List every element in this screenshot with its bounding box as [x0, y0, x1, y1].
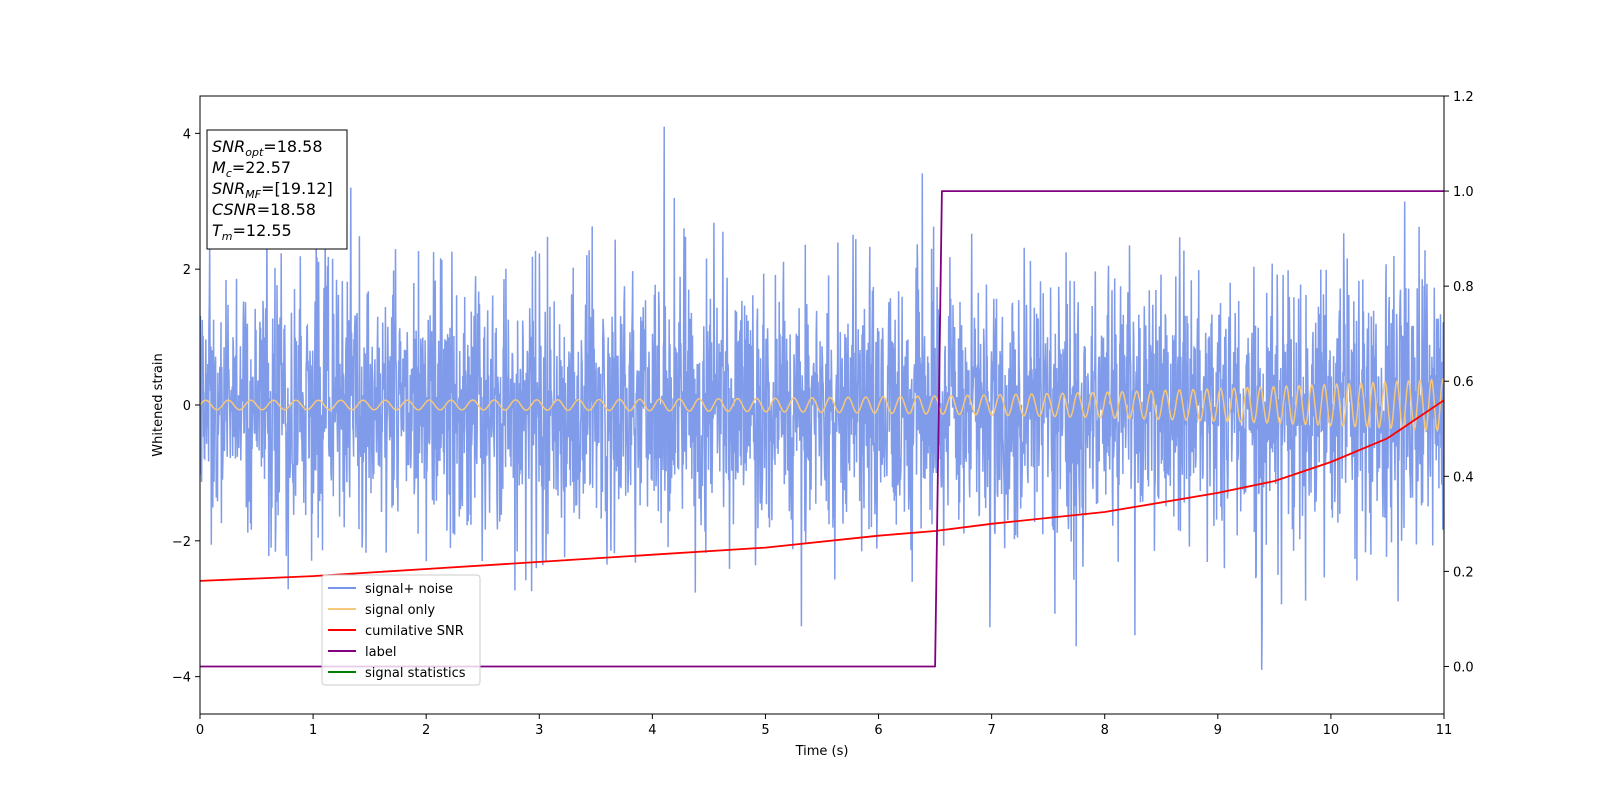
x-tick-label: 6 [874, 723, 882, 738]
legend-label: signal only [365, 603, 435, 618]
series-label [200, 190, 1444, 668]
legend-label: signal+ noise [365, 582, 453, 597]
x-tick-label: 3 [535, 723, 543, 738]
x-tick-label: 4 [648, 723, 656, 738]
info-box-line: Tm=12.55 [212, 221, 292, 243]
y-right-tick-label: 1.0 [1453, 185, 1474, 200]
x-tick-label: 0 [196, 723, 204, 738]
y-right-tick-label: 0.0 [1453, 660, 1474, 675]
y-right-tick-label: 0.8 [1453, 280, 1474, 295]
y-left-tick-label: 2 [183, 263, 191, 278]
y-right-tick-label: 1.2 [1453, 90, 1474, 105]
x-axis-label: Time (s) [795, 744, 849, 759]
x-tick-label: 5 [761, 723, 769, 738]
info-box-line: CSNR=18.58 [212, 200, 316, 219]
legend-label: label [365, 645, 396, 660]
series-cumilative-snr [200, 399, 1444, 582]
info-box-line: Mc=22.57 [212, 158, 291, 180]
plot-area [200, 126, 1444, 670]
x-tick-label: 8 [1101, 723, 1109, 738]
series-signal-only [200, 377, 1444, 433]
legend-frame [321, 574, 481, 686]
x-tick-label: 1 [309, 723, 317, 738]
x-tick-label: 11 [1436, 723, 1453, 738]
y-right-tick-label: 0.4 [1453, 470, 1474, 485]
info-box-line: SNRMF=[19.12] [212, 179, 333, 201]
y-left-tick-label: 0 [183, 399, 191, 414]
legend-label: cumilative SNR [365, 624, 464, 639]
legend: signal+ noise signal only cumilative SNR la… [321, 574, 481, 686]
y-left-tick-label: −4 [172, 671, 191, 686]
y-axis-label: Whitened strain [151, 353, 166, 456]
info-box-frame [206, 129, 348, 250]
x-tick-label: 2 [422, 723, 430, 738]
x-tick-label: 9 [1214, 723, 1222, 738]
x-tick-label: 10 [1323, 723, 1340, 738]
y-left-tick-label: −2 [172, 535, 191, 550]
info-box: SNRopt=18.58Mc=22.57SNRMF=[19.12]CSNR=18… [206, 129, 348, 250]
legend-label: signal statistics [365, 666, 466, 681]
x-tick-label: 7 [987, 723, 995, 738]
y-right-tick-label: 0.2 [1453, 565, 1474, 580]
axes: 0 1 2 3 4 5 6 7 8 9 10 11 −4 −2 0 2 4 0.0 0.2 0.4 0.6 0.8 1.0 1… [172, 90, 1474, 738]
y-right-tick-label: 0.6 [1453, 375, 1474, 390]
y-left-tick-label: 4 [183, 127, 191, 142]
info-box-line: SNRopt=18.58 [212, 137, 323, 159]
